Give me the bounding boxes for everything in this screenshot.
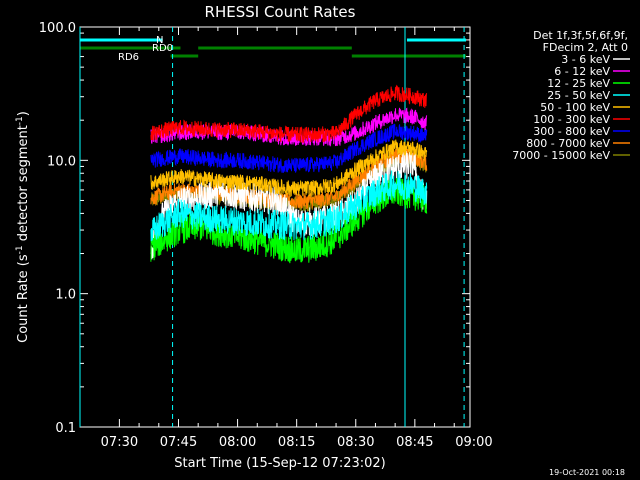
state-bar-label: RD6 bbox=[118, 52, 139, 63]
legend-label: 100 - 300 keV bbox=[533, 113, 610, 126]
state-bar-label: N bbox=[156, 35, 163, 46]
legend-label: 6 - 12 keV bbox=[554, 65, 610, 78]
x-tick-label: 08:30 bbox=[337, 435, 374, 450]
x-axis-label: Start Time (15-Sep-12 07:23:02) bbox=[174, 456, 385, 471]
y-axis-label: Count Rate (s-1 detector segment-1) bbox=[15, 111, 31, 343]
legend-label: 300 - 800 keV bbox=[533, 125, 610, 138]
x-tick-label: 09:00 bbox=[455, 435, 492, 450]
timestamp: 19-Oct-2021 00:18 bbox=[549, 468, 625, 477]
x-tick-labels: 07:30 07:45 08:00 08:15 08:30 08:45 09:00 bbox=[101, 435, 493, 450]
series-line bbox=[150, 123, 428, 173]
legend-label: 800 - 7000 keV bbox=[526, 137, 610, 150]
y-tick-label: 10.0 bbox=[47, 154, 76, 169]
x-tick-label: 08:15 bbox=[278, 435, 315, 450]
state-bar-label: RD0 bbox=[152, 43, 173, 54]
y-tick-label: 0.1 bbox=[55, 421, 76, 436]
legend-header-line-2: FDecim 2, Att 0 bbox=[543, 41, 628, 54]
legend-label: 50 - 100 keV bbox=[540, 101, 610, 114]
series-layer bbox=[150, 84, 428, 264]
y-tick-label: 100.0 bbox=[39, 21, 76, 36]
legend-label: 3 - 6 keV bbox=[561, 53, 610, 66]
legend-label: 7000 - 15000 keV bbox=[512, 149, 610, 162]
series-line bbox=[150, 170, 428, 242]
legend-label: 12 - 25 keV bbox=[547, 77, 610, 90]
series-line bbox=[150, 139, 428, 198]
x-tick-label: 07:45 bbox=[160, 435, 197, 450]
x-tick-label: 08:00 bbox=[219, 435, 256, 450]
legend: Det 1f,3f,5f,6f,9f, FDecim 2, Att 0 3 - … bbox=[512, 29, 630, 162]
y-tick-label: 1.0 bbox=[55, 288, 76, 303]
legend-label: 25 - 50 keV bbox=[547, 89, 610, 102]
chart-title: RHESSI Count Rates bbox=[205, 3, 356, 21]
x-tick-label: 08:45 bbox=[396, 435, 433, 450]
legend-header-line-1: Det 1f,3f,5f,6f,9f, bbox=[533, 29, 628, 42]
series-line bbox=[150, 84, 428, 144]
y-tick-labels: 100.0 10.0 1.0 0.1 bbox=[39, 21, 76, 436]
axis-ticks bbox=[80, 27, 470, 428]
x-tick-label: 07:30 bbox=[101, 435, 138, 450]
